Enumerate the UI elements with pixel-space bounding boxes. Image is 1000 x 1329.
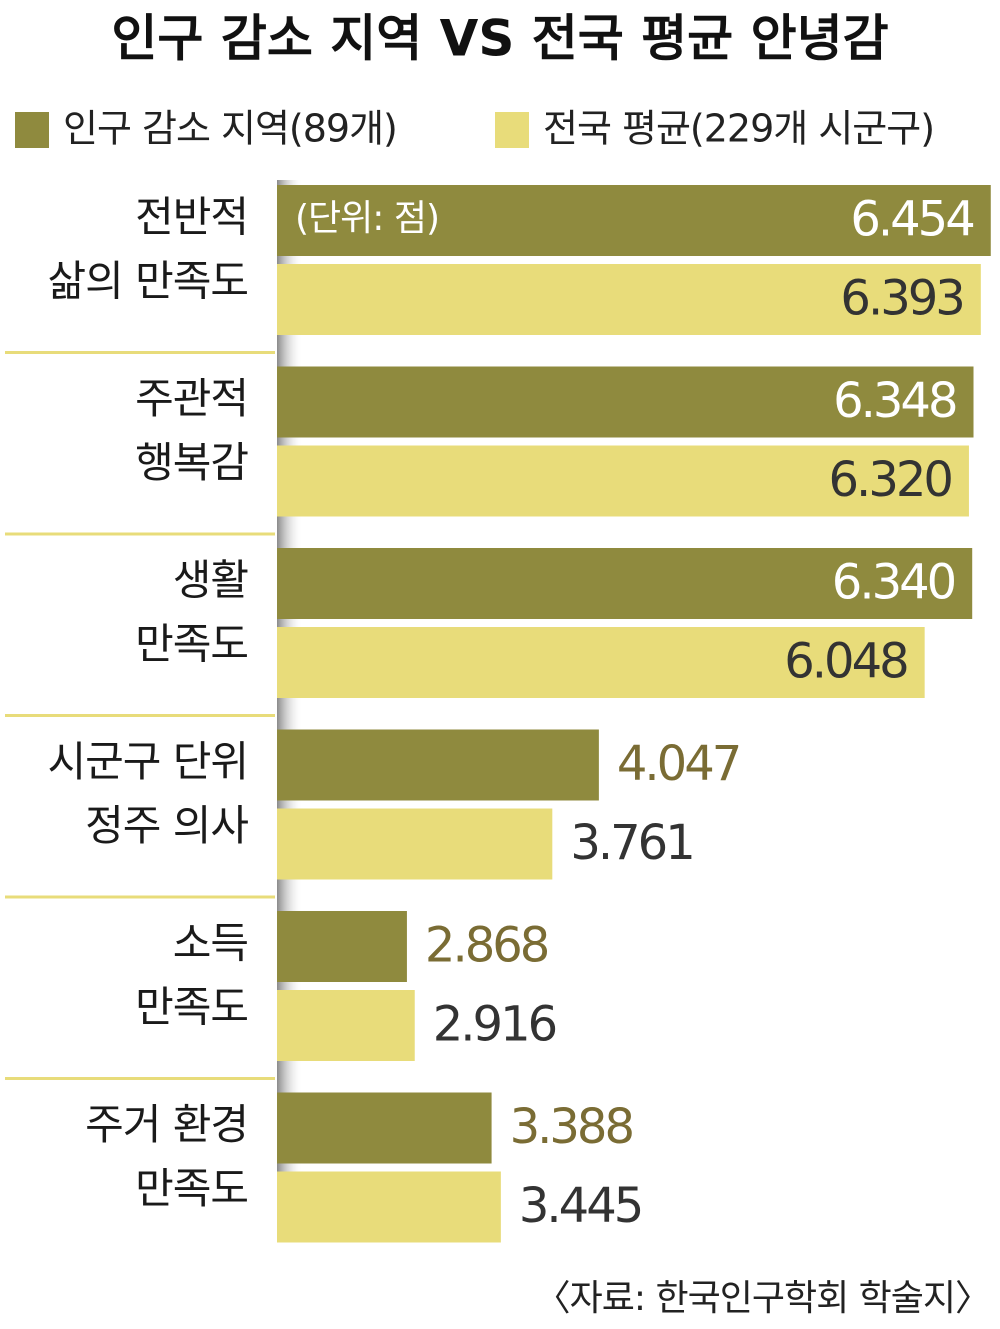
legend-label: 전국 평균(229개 시군구)	[543, 107, 934, 151]
value-label: 6.320	[829, 452, 952, 508]
legend-swatch	[495, 112, 529, 148]
bar	[277, 264, 981, 335]
value-label: 6.348	[833, 373, 956, 429]
legend-label: 인구 감소 지역(89개)	[63, 107, 397, 151]
value-label: 2.868	[425, 918, 548, 974]
value-label: 6.393	[840, 271, 962, 327]
value-label: 4.047	[617, 736, 739, 792]
bar	[277, 185, 991, 256]
bar	[277, 445, 969, 517]
category-label: 소득	[173, 919, 248, 968]
category-label: 만족도	[135, 1164, 248, 1213]
value-label: 3.445	[519, 1178, 641, 1234]
bar	[277, 366, 974, 438]
bar	[277, 627, 925, 698]
shadow-strip	[277, 180, 303, 1242]
bar	[277, 990, 415, 1061]
category-label: 주거 환경	[85, 1100, 248, 1149]
legend-swatch	[15, 112, 49, 148]
category-label: 전반적	[135, 193, 248, 242]
category-label: 생활	[173, 556, 249, 605]
category-label: 만족도	[135, 983, 248, 1032]
value-label: 6.048	[784, 634, 907, 690]
bar	[277, 1092, 492, 1164]
source: 〈자료: 한국인구학회 학술지〉	[535, 1278, 990, 1319]
chart-title: 인구 감소 지역 VS 전국 평균 안녕감	[111, 10, 888, 68]
value-label: 3.388	[510, 1099, 633, 1155]
bar	[277, 911, 407, 982]
category-label: 정주 의사	[85, 801, 248, 850]
value-label: 6.340	[832, 555, 955, 611]
category-label: 시군구 단위	[47, 737, 248, 786]
category-label: 행복감	[135, 438, 248, 487]
value-label: 2.916	[433, 997, 556, 1053]
value-label: 6.454	[850, 192, 973, 248]
bar	[277, 1171, 501, 1243]
bar	[277, 808, 553, 880]
bar	[277, 548, 973, 619]
category-label: 삶의 만족도	[47, 257, 248, 306]
unit-note: (단위: 점)	[295, 198, 439, 239]
bar	[277, 729, 599, 801]
value-label: 3.761	[570, 815, 692, 871]
category-label: 만족도	[135, 620, 248, 669]
category-label: 주관적	[135, 374, 248, 423]
